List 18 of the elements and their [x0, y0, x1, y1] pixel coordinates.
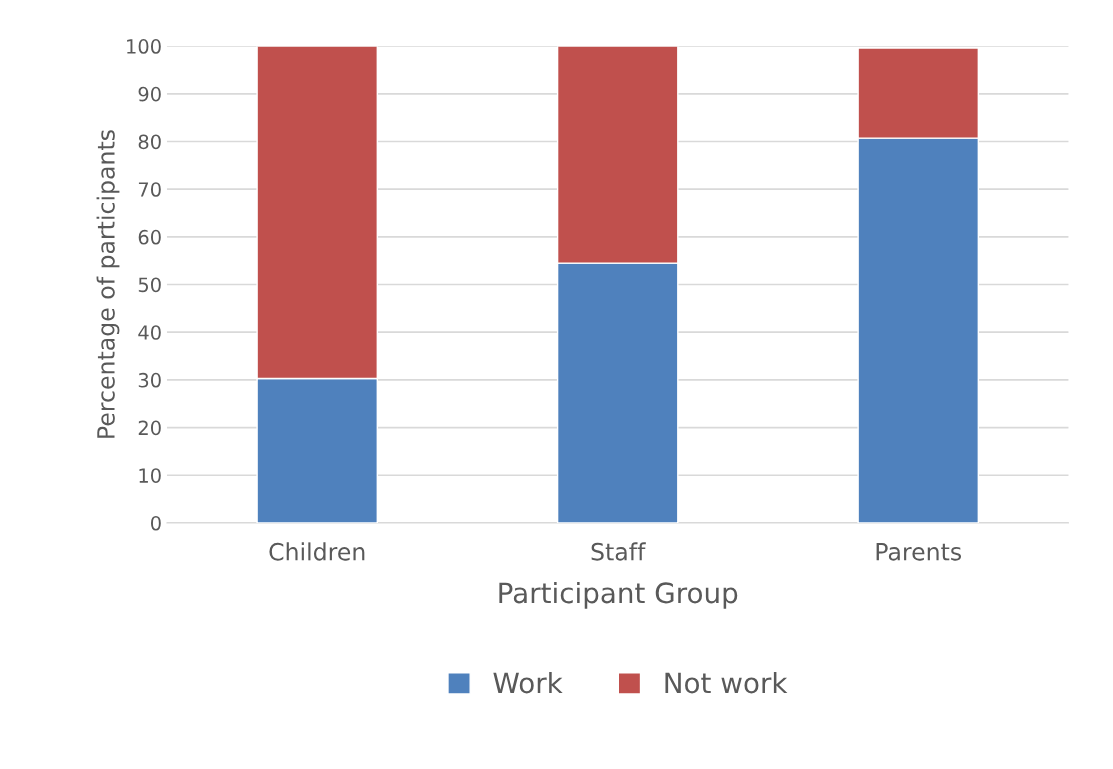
y-tick-label: 10 — [139, 468, 161, 483]
x-tick-label: Staff — [591, 542, 646, 561]
y-tick-label: 30 — [138, 372, 161, 388]
legend-label: Not work — [665, 671, 788, 694]
y-tick-label: 70 — [138, 182, 161, 197]
y-tick-label: 80 — [138, 134, 161, 150]
y-tick-label: 0 — [151, 515, 161, 531]
x-tick-label: Parents — [876, 543, 962, 561]
x-tick-label: Children — [269, 542, 365, 561]
y-tick-label: 100 — [127, 39, 161, 54]
y-tick-label: 60 — [138, 229, 161, 245]
y-axis-title: Percentage of participants — [96, 130, 120, 438]
y-tick-label: 50 — [138, 277, 161, 293]
x-axis-title: Participant Group — [499, 581, 738, 609]
y-tick-label: 90 — [138, 86, 161, 102]
y-tick-label: 40 — [138, 325, 161, 340]
y-tick-label: 20 — [138, 420, 161, 436]
legend-label: Work — [493, 671, 563, 694]
